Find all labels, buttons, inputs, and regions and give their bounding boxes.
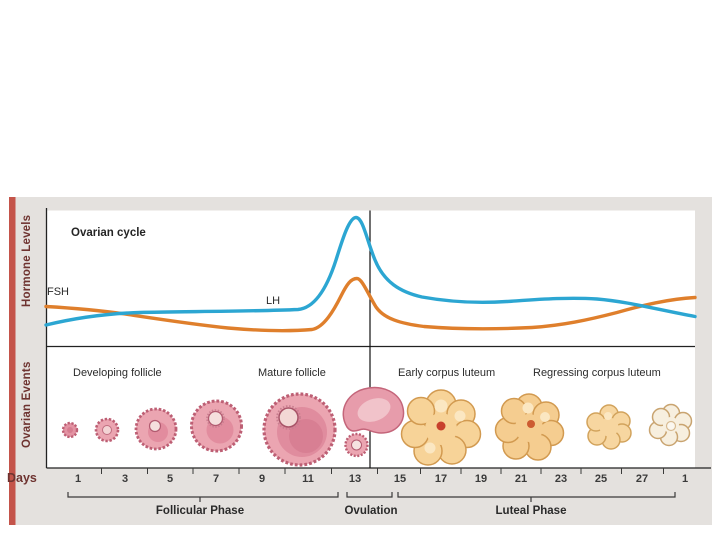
day-label-9: 9 [258, 473, 266, 485]
follicle-stage-1 [61, 421, 79, 439]
ovarian-events-axis-label: Ovarian Events [21, 361, 33, 449]
day-label-21: 21 [514, 473, 528, 485]
day-label-7: 7 [212, 473, 220, 485]
phase-label-follicular: Follicular Phase [155, 505, 245, 517]
ovulation-bracket [346, 492, 393, 498]
day-label-25: 25 [594, 473, 608, 485]
corpus-luteum-mid [494, 393, 565, 461]
day-label-15: 15 [393, 473, 407, 485]
day-label-5: 5 [166, 473, 174, 485]
day-label-11: 11 [302, 473, 314, 485]
follicle-stage-2 [94, 417, 120, 443]
follicular-bracket [67, 492, 339, 502]
lh-curve-label: LH [266, 295, 281, 307]
axis-lines [45, 208, 711, 469]
phase-label-luteal: Luteal Phase [495, 505, 567, 517]
accent-bar [9, 197, 16, 525]
follicle-stage-4 [190, 399, 243, 453]
follicle-stage-3 [134, 407, 178, 451]
day-label-13: 13 [348, 473, 362, 485]
mature-follicle [262, 392, 337, 467]
hormone-levels-axis-label: Hormone Levels [21, 214, 33, 308]
hormone-panel-title: Ovarian cycle [71, 227, 146, 239]
day-label-17: 17 [434, 473, 448, 485]
ovulating-follicle [342, 387, 405, 458]
stage-label-developing-follicle: Developing follicle [73, 367, 162, 379]
day-label-1b: 1 [681, 473, 689, 485]
phase-label-ovulation: Ovulation [344, 505, 398, 517]
day-label-19: 19 [474, 473, 488, 485]
phase-brackets [67, 492, 676, 502]
stage-label-regressing-corpus-luteum: Regressing corpus luteum [533, 367, 661, 379]
fsh-curve-label: FSH [47, 286, 69, 298]
stage-label-early-corpus-luteum: Early corpus luteum [398, 367, 496, 379]
day-label-1: 1 [74, 473, 82, 485]
day-label-3: 3 [121, 473, 129, 485]
luteal-bracket [397, 492, 676, 502]
days-axis-label: Days [7, 471, 37, 485]
lh-curve [44, 215, 697, 327]
day-ticks [101, 468, 664, 474]
corpus-luteum-early [400, 389, 482, 466]
stage-label-mature-follicle: Mature follicle [258, 367, 326, 379]
day-label-27: 27 [635, 473, 649, 485]
corpus-luteum-regressing [586, 404, 632, 450]
fsh-curve [44, 276, 697, 333]
day-label-23: 23 [554, 473, 568, 485]
corpus-luteum-late [648, 403, 693, 447]
